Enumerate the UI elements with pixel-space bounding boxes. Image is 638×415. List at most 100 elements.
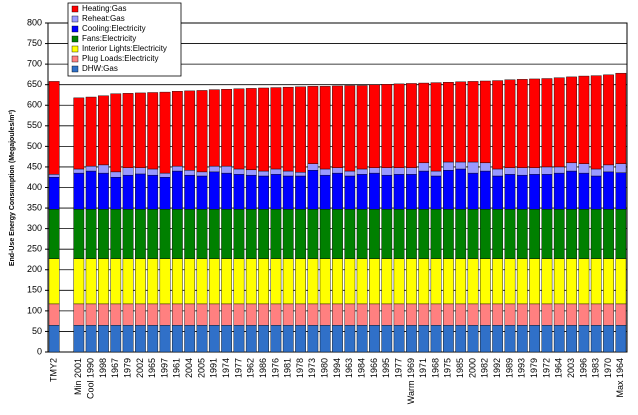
- bar-segment: [442, 325, 454, 353]
- bar-segment: [479, 80, 491, 164]
- bar-segment: [73, 303, 85, 326]
- y-tick-label: 650: [27, 79, 42, 89]
- bar-segment: [418, 303, 430, 326]
- bar-segment: [135, 303, 146, 326]
- bar-segment: [467, 81, 479, 163]
- x-tick-label: 1982: [480, 358, 490, 378]
- bar-segment: [455, 81, 467, 163]
- x-tick-label: 1994: [332, 358, 342, 378]
- y-tick-label: 350: [27, 202, 42, 212]
- bar-segment: [122, 303, 134, 326]
- y-axis-label: End-Use Energy Consumption (Megajoules/m…: [9, 110, 16, 266]
- bar-segment: [73, 209, 85, 259]
- bar-segment: [590, 168, 602, 177]
- bar-segment: [73, 168, 85, 174]
- x-tick-label: 1995: [381, 358, 391, 378]
- bar-segment: [393, 209, 405, 259]
- bar-segment: [553, 172, 565, 210]
- bar-segment: [221, 89, 233, 167]
- x-tick-label: 1975: [443, 358, 453, 378]
- bar-segment: [566, 303, 577, 326]
- bar-segment: [233, 303, 245, 326]
- x-tick-label: 1991: [209, 358, 219, 378]
- x-tick-label: 1964: [554, 358, 564, 378]
- bar-segment: [590, 303, 602, 326]
- bar-segment: [110, 325, 122, 353]
- bar-segment: [479, 303, 491, 326]
- bar-segment: [467, 172, 479, 210]
- bar-segment: [159, 258, 171, 305]
- legend-swatch: [71, 15, 79, 23]
- bar-segment: [295, 258, 306, 305]
- bar-segment: [196, 258, 208, 305]
- x-tick-label: Warm 1969: [406, 358, 416, 404]
- bar-segment: [282, 258, 294, 305]
- bar-segment: [147, 258, 159, 305]
- bar-segment: [184, 90, 196, 171]
- x-tick-label: 1986: [258, 358, 268, 378]
- bar-segment: [541, 258, 553, 305]
- bar-segment: [184, 303, 196, 326]
- bar-segment: [270, 209, 282, 259]
- bar-segment: [430, 170, 442, 177]
- bar-segment: [98, 325, 109, 353]
- bar-segment: [208, 171, 220, 210]
- bar-segment: [171, 258, 183, 305]
- bar-segment: [369, 303, 380, 326]
- legend-label: Heating:Gas: [82, 4, 126, 13]
- y-tick-label: 0: [37, 346, 42, 356]
- bar-segment: [344, 209, 356, 259]
- x-tick-label: Max 1964: [615, 358, 625, 398]
- x-tick-label: 1984: [357, 358, 367, 378]
- x-tick-label: Min 2001: [73, 358, 83, 395]
- bar-segment: [406, 303, 417, 326]
- bar-segment: [516, 167, 528, 176]
- bar-segment: [615, 172, 627, 210]
- bar-segment: [418, 209, 430, 259]
- y-tick-label: 750: [27, 38, 42, 48]
- bar-segment: [442, 209, 454, 259]
- y-tick-label: 450: [27, 161, 42, 171]
- bar-segment: [319, 174, 331, 210]
- bar-segment: [282, 209, 294, 259]
- bar-segment: [85, 258, 97, 305]
- bar-segment: [356, 303, 368, 326]
- bar-segment: [455, 161, 467, 170]
- x-tick-label: 1989: [504, 358, 514, 378]
- bar-segment: [492, 80, 504, 170]
- bar-segment: [221, 172, 233, 210]
- bar-segment: [369, 172, 380, 210]
- bar-segment: [467, 325, 479, 353]
- bar-segment: [135, 167, 146, 175]
- bar-segment: [270, 258, 282, 305]
- bar-segment: [184, 174, 196, 210]
- bar-segment: [233, 209, 245, 259]
- bar-segment: [319, 209, 331, 259]
- bar-segment: [344, 170, 356, 177]
- x-tick-label: 1961: [172, 358, 182, 378]
- bar-segment: [332, 172, 343, 210]
- bar-segment: [208, 209, 220, 259]
- bar-segment: [147, 168, 159, 176]
- bar-segment: [603, 171, 614, 210]
- bar-segment: [48, 258, 60, 305]
- bar-segment: [282, 86, 294, 172]
- bar-segment: [159, 172, 171, 178]
- bar-segment: [479, 162, 491, 172]
- bar-segment: [208, 258, 220, 305]
- bar-segment: [110, 177, 122, 210]
- bar-segment: [245, 209, 257, 259]
- legend-label: Reheat:Gas: [82, 14, 125, 23]
- bar-segment: [184, 209, 196, 259]
- bar-segment: [455, 168, 467, 210]
- bar-segment: [356, 209, 368, 259]
- bar-segment: [258, 303, 269, 326]
- bar-segment: [406, 83, 417, 168]
- y-tick-label: 550: [27, 120, 42, 130]
- x-tick-label: 1996: [578, 358, 588, 378]
- bar-segment: [603, 209, 614, 259]
- legend-swatch: [71, 35, 79, 43]
- x-tick-label: 1966: [369, 358, 379, 378]
- bar-segment: [455, 209, 467, 259]
